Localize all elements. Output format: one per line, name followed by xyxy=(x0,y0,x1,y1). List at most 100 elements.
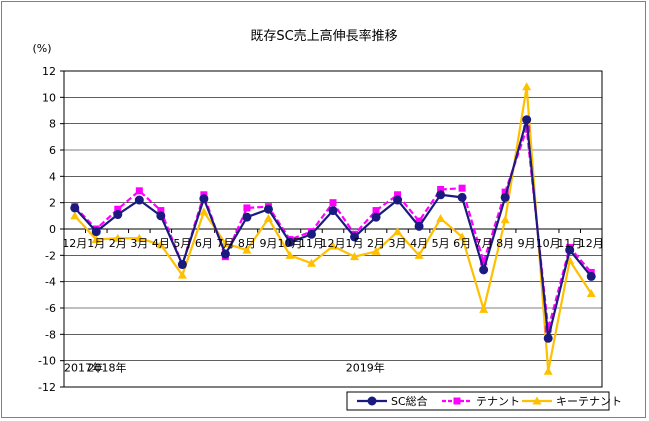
year-label: 2019年 xyxy=(346,360,385,374)
legend: SC総合 テナント キーテナント xyxy=(346,391,622,411)
data-point xyxy=(91,235,101,244)
data-point xyxy=(393,227,403,236)
data-point xyxy=(306,258,316,267)
year-label: 2017年 xyxy=(64,360,103,374)
x-tick-label: 7月 xyxy=(216,237,234,250)
data-point xyxy=(199,194,209,204)
data-point xyxy=(453,397,461,405)
data-point xyxy=(328,241,338,250)
x-tick-label: 8月 xyxy=(238,237,256,250)
data-point xyxy=(393,195,403,205)
y-tick-label: -12 xyxy=(38,381,56,394)
legend-label: テナント xyxy=(476,395,520,408)
data-point xyxy=(586,271,596,281)
data-point xyxy=(135,187,143,195)
x-tick-label: 12月 xyxy=(579,237,604,250)
data-point xyxy=(565,245,575,255)
data-point xyxy=(479,304,489,313)
data-point xyxy=(500,215,510,224)
chart-title: 既存SC売上高伸長率推移 xyxy=(250,28,397,44)
legend-box xyxy=(346,391,610,411)
x-tick-label: 2月 xyxy=(367,237,385,250)
data-point xyxy=(480,258,488,266)
data-point xyxy=(177,260,187,270)
y-tick-label: 4 xyxy=(49,170,56,183)
legend-label: キーテナント xyxy=(556,395,622,408)
series-0 xyxy=(70,115,596,343)
data-point xyxy=(436,190,446,200)
x-tick-label: 1月 xyxy=(87,237,105,250)
data-point xyxy=(371,246,381,255)
x-tick-label: 8月 xyxy=(496,237,514,250)
x-tick-label: 6月 xyxy=(453,237,471,250)
y-tick-label: 12 xyxy=(42,65,56,78)
data-point xyxy=(285,250,295,259)
data-point xyxy=(91,227,101,237)
y-tick-label: -4 xyxy=(45,276,56,289)
x-tick-label: 11月 xyxy=(557,237,582,250)
data-point xyxy=(329,199,337,207)
data-point xyxy=(500,192,510,202)
y-axis-unit: (%) xyxy=(32,42,51,55)
data-point xyxy=(134,195,144,205)
data-point xyxy=(543,366,553,375)
data-point xyxy=(199,207,209,216)
data-point xyxy=(350,252,360,261)
data-point xyxy=(285,237,295,247)
y-tick-label: -8 xyxy=(45,328,56,341)
x-tick-label: 10月 xyxy=(277,237,302,250)
data-point xyxy=(372,207,380,215)
x-tick-label: 5月 xyxy=(173,237,191,250)
x-tick-label: 9月 xyxy=(518,237,536,250)
data-point xyxy=(220,249,230,259)
data-point xyxy=(263,213,273,222)
data-point xyxy=(436,213,446,222)
x-tick-label: 5月 xyxy=(432,237,450,250)
data-point xyxy=(414,250,424,259)
data-point xyxy=(242,212,252,222)
data-point xyxy=(394,191,402,199)
x-tick-label: 2月 xyxy=(109,237,127,250)
x-tick-label: 7月 xyxy=(475,237,493,250)
data-point xyxy=(114,205,122,213)
y-tick-label: 10 xyxy=(42,91,56,104)
data-point xyxy=(70,211,80,220)
x-tick-label: 4月 xyxy=(152,237,170,250)
x-tick-label: 10月 xyxy=(536,237,561,250)
data-point xyxy=(543,333,553,343)
x-tick-label: 11月 xyxy=(299,237,324,250)
data-point xyxy=(371,212,381,222)
x-tick-label: 1月 xyxy=(346,237,364,250)
data-point xyxy=(437,186,445,193)
data-point xyxy=(457,232,467,241)
data-point xyxy=(177,270,187,279)
data-point xyxy=(134,233,144,242)
data-point xyxy=(157,207,165,215)
y-tick-label: 6 xyxy=(49,144,56,157)
data-point xyxy=(586,289,596,298)
y-tick-label: -10 xyxy=(38,355,56,368)
data-point xyxy=(306,229,316,239)
data-point xyxy=(501,188,509,196)
year-label: 2018年 xyxy=(88,360,127,374)
legend-label: SC総合 xyxy=(391,394,428,408)
data-point xyxy=(479,265,489,275)
data-point xyxy=(156,211,166,221)
data-point xyxy=(70,203,80,213)
x-tick-label: 3月 xyxy=(130,237,148,250)
data-point xyxy=(113,233,123,242)
data-point xyxy=(263,204,273,214)
data-point xyxy=(220,238,230,247)
data-point xyxy=(113,210,123,220)
x-tick-label: 9月 xyxy=(259,237,277,250)
data-point xyxy=(522,115,532,125)
x-tick-label: 12月 xyxy=(321,237,346,250)
data-point xyxy=(156,240,166,249)
x-tick-label: 3月 xyxy=(389,237,407,250)
y-tick-label: -2 xyxy=(45,249,56,262)
data-point xyxy=(328,206,338,216)
data-point xyxy=(457,192,467,202)
data-point xyxy=(458,184,466,192)
